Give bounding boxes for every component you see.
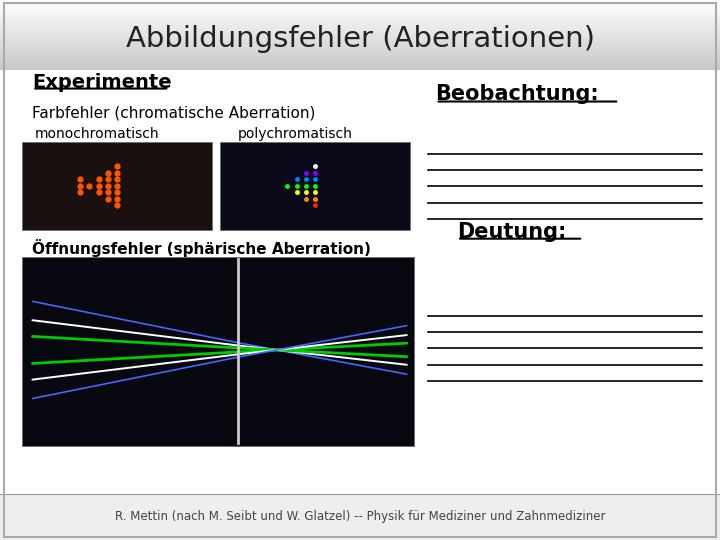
Bar [0, 2, 720, 3]
Bar [0, 66, 720, 68]
FancyBboxPatch shape [0, 70, 720, 502]
Bar [0, 9, 720, 10]
Bar [0, 34, 720, 35]
Bar [0, 23, 720, 24]
Bar [0, 52, 720, 54]
Bar [0, 36, 720, 37]
Text: Abbildungsfehler (Aberrationen): Abbildungsfehler (Aberrationen) [125, 25, 595, 53]
Bar [0, 4, 720, 5]
FancyBboxPatch shape [22, 142, 212, 230]
Bar [0, 48, 720, 49]
Bar [0, 57, 720, 58]
FancyBboxPatch shape [220, 142, 410, 230]
Text: Experimente: Experimente [32, 72, 172, 92]
Bar [0, 38, 720, 40]
Bar [0, 56, 720, 57]
Bar [0, 7, 720, 8]
Bar [0, 64, 720, 65]
Bar [0, 12, 720, 13]
Bar [0, 42, 720, 43]
Bar [0, 68, 720, 69]
Bar [0, 61, 720, 62]
Bar [0, 60, 720, 61]
Bar [0, 15, 720, 16]
Bar [0, 40, 720, 41]
Bar [0, 35, 720, 36]
Bar [0, 8, 720, 9]
Text: polychromatisch: polychromatisch [238, 127, 353, 141]
Text: Öffnungsfehler (sphärische Aberration): Öffnungsfehler (sphärische Aberration) [32, 239, 372, 258]
Bar [0, 18, 720, 19]
Text: monochromatisch: monochromatisch [35, 127, 159, 141]
Bar [0, 45, 720, 47]
Bar [0, 14, 720, 15]
Bar [0, 11, 720, 12]
Text: Beobachtung:: Beobachtung: [436, 84, 599, 105]
Text: Farbfehler (chromatische Aberration): Farbfehler (chromatische Aberration) [32, 106, 316, 121]
Bar [0, 69, 720, 70]
Bar [0, 31, 720, 33]
Bar [0, 29, 720, 30]
Bar [0, 50, 720, 51]
Bar [0, 51, 720, 53]
Bar [0, 62, 720, 63]
Bar [0, 5, 720, 6]
Bar [0, 49, 720, 50]
Bar [0, 63, 720, 64]
Bar [0, 44, 720, 45]
Bar [0, 26, 720, 27]
Bar [0, 20, 720, 21]
Bar [0, 33, 720, 34]
Bar [0, 1, 720, 2]
Bar [0, 54, 720, 55]
Bar [0, 28, 720, 29]
Bar [0, 16, 720, 17]
Bar [0, 30, 720, 31]
Bar [0, 21, 720, 22]
Bar [0, 0, 720, 1]
Bar [0, 37, 720, 39]
FancyBboxPatch shape [0, 494, 720, 540]
Bar [0, 25, 720, 26]
Bar [0, 19, 720, 20]
Bar [0, 43, 720, 44]
Bar [0, 58, 720, 60]
Bar [0, 22, 720, 23]
Text: Deutung:: Deutung: [457, 222, 567, 242]
Bar [0, 41, 720, 42]
Bar [0, 6, 720, 7]
Bar [0, 65, 720, 67]
Text: R. Mettin (nach M. Seibt und W. Glatzel) -- Physik für Mediziner und Zahnmedizin: R. Mettin (nach M. Seibt und W. Glatzel)… [114, 510, 606, 523]
Bar [0, 55, 720, 56]
FancyBboxPatch shape [22, 256, 414, 446]
Bar [0, 47, 720, 48]
Bar [0, 27, 720, 28]
Bar [0, 13, 720, 14]
